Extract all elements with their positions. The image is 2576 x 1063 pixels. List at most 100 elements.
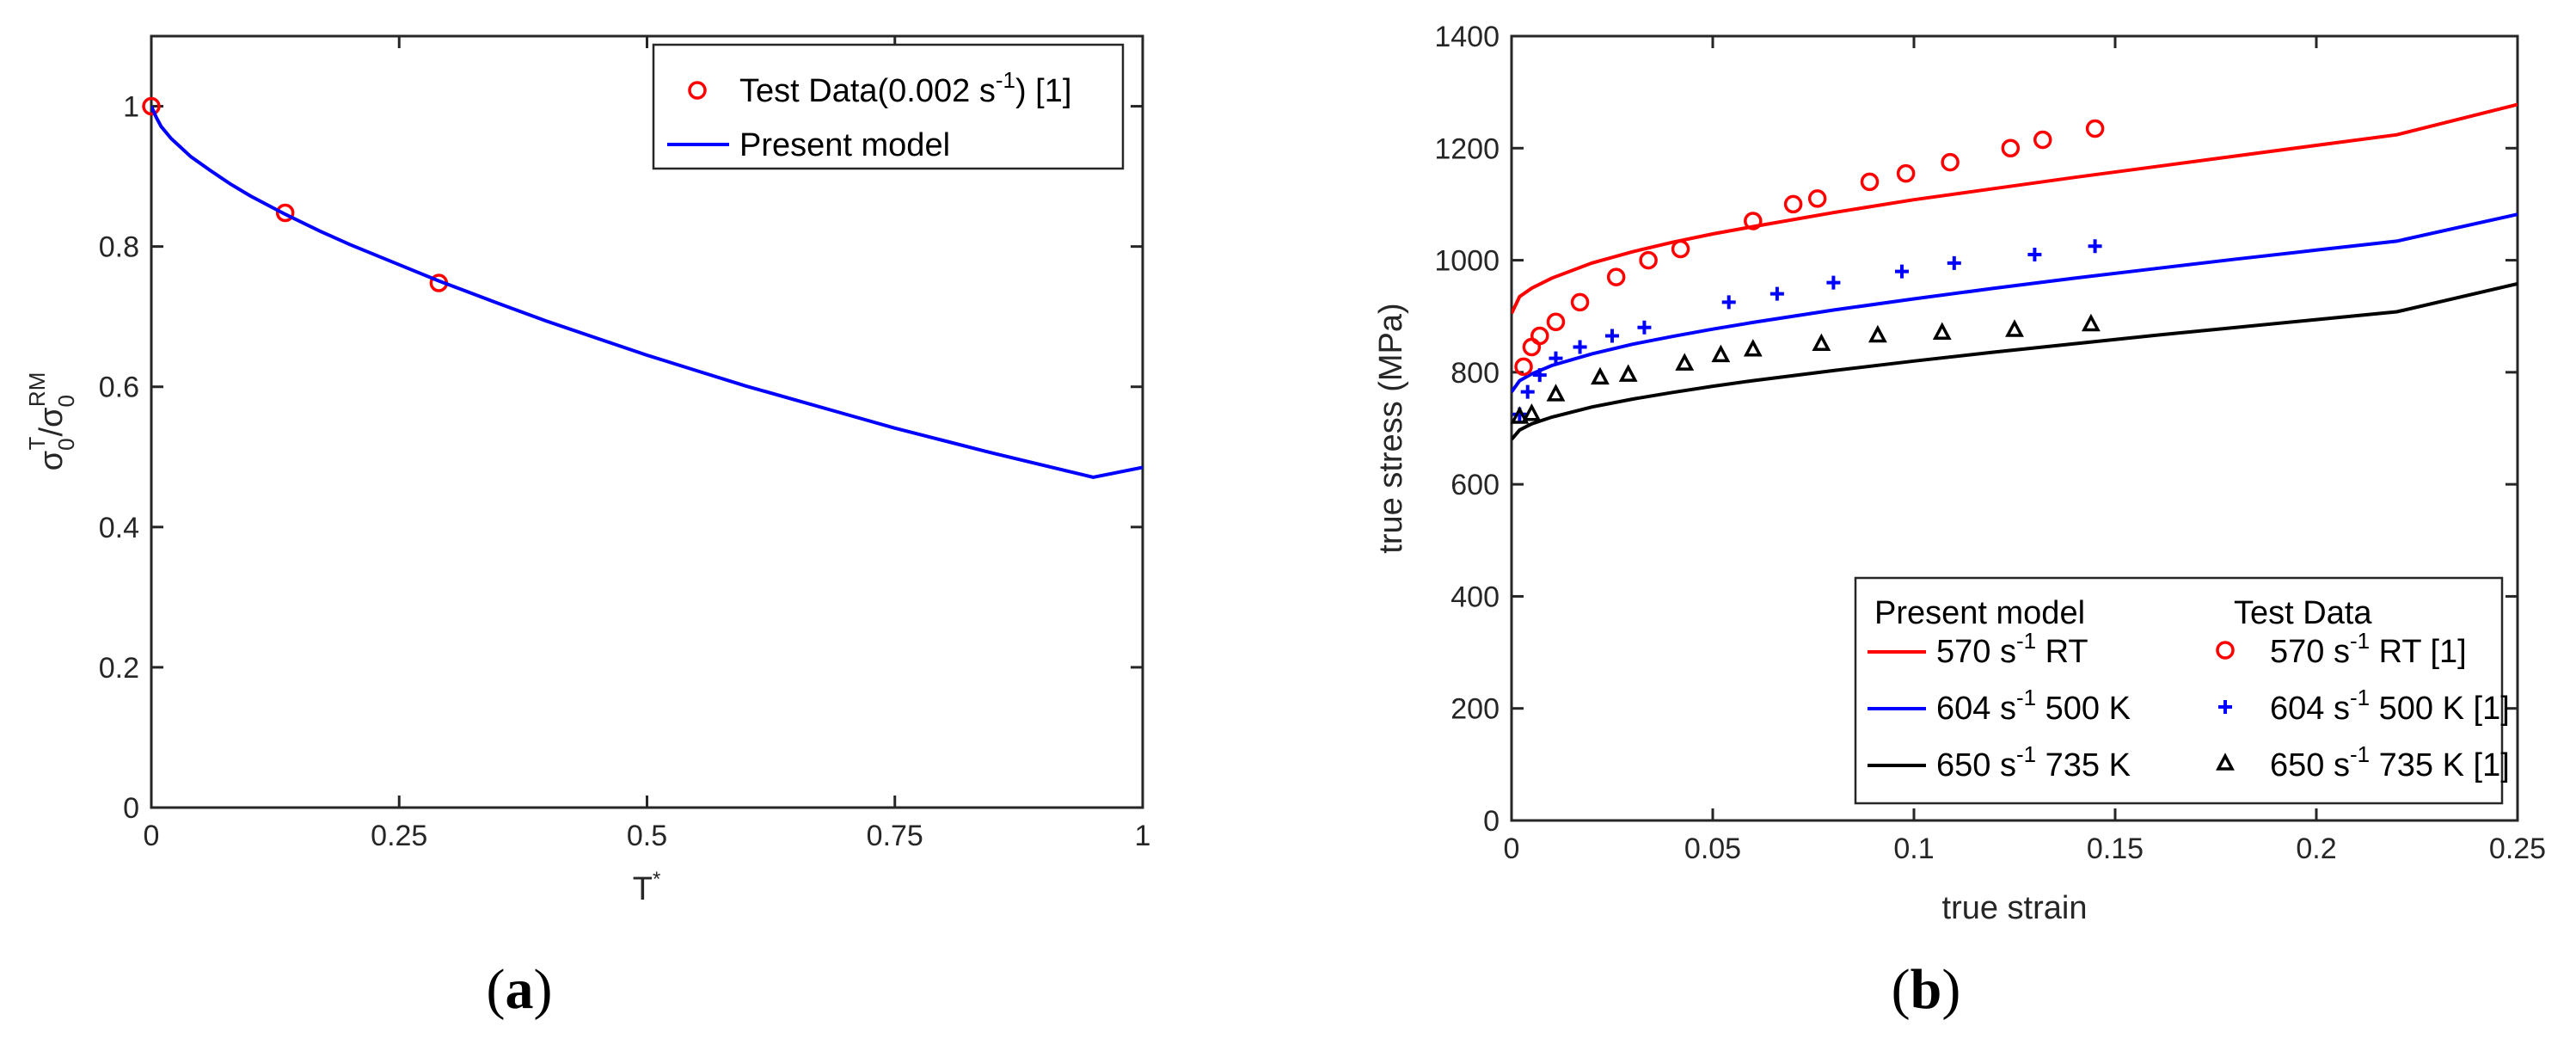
y-tick-label: 0 xyxy=(123,792,139,825)
y-label-sub-2: 0 xyxy=(53,395,79,407)
x-tick-label: 0.15 xyxy=(2087,833,2144,865)
legend-rate: 604 s xyxy=(2270,691,2350,727)
legend-sup: -1 xyxy=(2350,685,2370,710)
x-tick-label: 0.5 xyxy=(627,820,667,852)
data-point-circle xyxy=(1896,163,1916,183)
data-point-triangle xyxy=(1932,322,1952,341)
series-line xyxy=(1512,281,2518,441)
legend-rate: 570 s xyxy=(2270,634,2350,670)
legend-tail: 735 K [1] xyxy=(2370,747,2510,783)
y-tick-label: 1 xyxy=(123,91,139,124)
legend-sup: -1 xyxy=(2016,628,2036,654)
legend-label-main: Test Data(0.002 s xyxy=(739,73,996,109)
data-point-plus xyxy=(1573,340,1587,354)
data-point-triangle xyxy=(1546,384,1566,402)
series-line xyxy=(151,105,1143,479)
legend-rate: 604 s xyxy=(1936,691,2016,727)
data-point-plus xyxy=(1769,286,1784,301)
legend-label: Test Data(0.002 s-1) [1] xyxy=(739,67,1071,109)
caption-b: (b) xyxy=(1892,958,1961,1021)
legend-a: Test Data(0.002 s-1) [1] Present model xyxy=(652,43,1125,170)
x-tick-label: 1 xyxy=(1135,820,1151,852)
y-tick-label: 400 xyxy=(1451,581,1500,613)
y-tick-label: 0.2 xyxy=(99,652,139,685)
data-point-plus xyxy=(1520,384,1535,399)
y-tick-label: 0.4 xyxy=(99,512,139,544)
data-point-triangle xyxy=(1510,406,1530,424)
x-tick-label: 0.05 xyxy=(1684,833,1741,865)
y-tick-label: 1200 xyxy=(1434,132,1500,165)
legend-box xyxy=(652,43,1125,170)
legend-tail: 500 K xyxy=(2036,691,2131,727)
legend-marker-circle xyxy=(2216,641,2235,660)
y-tick-label: 1400 xyxy=(1434,21,1500,53)
y-tick-label: 0 xyxy=(1483,805,1500,838)
legend-label-tail: ) [1] xyxy=(1015,73,1071,109)
chart-panel-b: 0 0.05 0.1 0.15 0.2 0.25 0 200 400 600 800 1000 1200… xyxy=(1373,21,2546,926)
x-tick-label: 0.25 xyxy=(2489,833,2546,865)
series-line xyxy=(1512,212,2518,393)
x-tick-label: 0.75 xyxy=(867,820,923,852)
x-axis-label: true strain xyxy=(1942,890,2088,926)
data-point-circle xyxy=(1514,357,1533,377)
x-tick-label: 0 xyxy=(144,820,160,852)
y-label-sup: T xyxy=(24,436,50,450)
data-point-circle xyxy=(2085,119,2105,138)
legend-sup: -1 xyxy=(2016,741,2036,767)
data-point-triangle xyxy=(1711,344,1731,363)
legend-tail: 500 K [1] xyxy=(2370,691,2510,727)
data-point-circle xyxy=(1941,152,1960,172)
y-tick-label: 200 xyxy=(1451,693,1500,726)
y-tick-label: 1000 xyxy=(1434,245,1500,278)
data-point-plus xyxy=(1947,255,1961,270)
x-tick-label: 0.2 xyxy=(2296,833,2336,865)
legend-sup: -1 xyxy=(2016,685,2036,710)
legend-tail: RT xyxy=(2036,634,2088,670)
data-point-circle xyxy=(1530,326,1549,346)
legend-rate: 650 s xyxy=(1936,747,2016,783)
y-label-sigma: σ xyxy=(34,451,70,470)
x-axis-label: T* xyxy=(633,868,661,907)
y-tick-label: 800 xyxy=(1451,357,1500,390)
chart-panel-a: 0 0.25 0.5 0.75 100.20.40.60.81T*σ0T/σ0RMTes… xyxy=(24,34,1151,907)
legend-label-sup: -1 xyxy=(996,67,1015,93)
y-label-sub: 0 xyxy=(53,438,79,450)
legend-box xyxy=(1854,576,2504,805)
data-point-plus xyxy=(1549,351,1563,366)
data-point-circle xyxy=(1671,239,1690,259)
data-point-triangle xyxy=(2005,319,2024,337)
data-point-triangle xyxy=(1522,402,1542,421)
data-point-plus xyxy=(1721,295,1736,310)
y-label-sup-2: RM xyxy=(24,372,50,407)
legend-marker-plus xyxy=(2218,700,2232,714)
data-point-circle xyxy=(1744,212,1763,230)
data-point-circle xyxy=(2001,138,2021,158)
x-axis-label-sup: * xyxy=(653,868,660,891)
data-point-circle xyxy=(1783,194,1803,214)
data-point-circle xyxy=(1807,189,1827,208)
legend-sup: -1 xyxy=(2350,741,2370,767)
legend-label: 604 s-1 500 K [1] xyxy=(2270,685,2510,727)
x-tick-label: 0.25 xyxy=(371,820,427,852)
y-label-sigma-2: σ xyxy=(34,408,70,427)
legend-label: 570 s-1 RT [1] xyxy=(2270,628,2467,670)
y-axis-label: σ0T/σ0RM xyxy=(24,372,79,471)
legend-label: 650 s-1 735 K [1] xyxy=(2270,741,2510,783)
legend-label: 650 s-1 735 K xyxy=(1936,741,2131,783)
legend-rate: 650 s xyxy=(2270,747,2350,783)
data-point-circle xyxy=(1570,292,1590,312)
legend-marker-circle xyxy=(688,81,707,100)
data-point-plus xyxy=(1894,264,1909,279)
data-point-triangle xyxy=(1618,364,1638,382)
data-point-circle xyxy=(1860,172,1880,192)
data-point-circle xyxy=(142,96,161,116)
data-point-triangle xyxy=(1591,366,1610,385)
legend-sup: -1 xyxy=(2350,628,2370,654)
legend-tail: 735 K xyxy=(2036,747,2131,783)
legend-tail: RT [1] xyxy=(2370,634,2467,670)
data-point-circle xyxy=(1546,312,1566,331)
data-point-triangle xyxy=(1743,339,1763,357)
legend-header-model: Present model xyxy=(1874,595,2085,631)
